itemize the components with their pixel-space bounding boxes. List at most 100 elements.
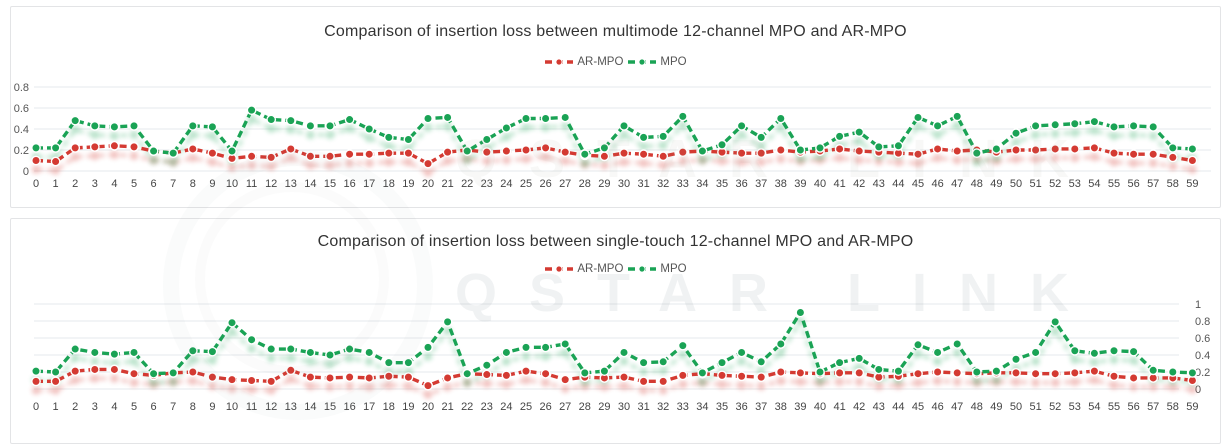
data-point-marker[interactable] bbox=[501, 347, 512, 358]
data-point-marker[interactable] bbox=[227, 374, 237, 385]
data-point-marker[interactable] bbox=[579, 149, 590, 160]
data-point-marker[interactable] bbox=[658, 131, 669, 142]
data-point-marker[interactable] bbox=[227, 317, 237, 328]
data-point-marker[interactable] bbox=[168, 367, 179, 378]
data-point-marker[interactable] bbox=[31, 376, 41, 387]
data-point-marker[interactable] bbox=[403, 134, 414, 145]
data-point-marker[interactable] bbox=[756, 372, 767, 383]
data-point-marker[interactable] bbox=[207, 148, 218, 159]
data-point-marker[interactable] bbox=[619, 148, 629, 159]
data-point-marker[interactable] bbox=[1128, 149, 1139, 160]
data-point-marker[interactable] bbox=[893, 366, 904, 377]
data-point-marker[interactable] bbox=[638, 149, 649, 160]
data-point-marker[interactable] bbox=[521, 145, 531, 155]
data-point-marker[interactable] bbox=[1187, 144, 1198, 154]
data-point-marker[interactable] bbox=[462, 368, 473, 379]
data-point-marker[interactable] bbox=[403, 372, 414, 383]
data-point-marker[interactable] bbox=[1109, 148, 1119, 159]
data-point-marker[interactable] bbox=[481, 147, 492, 158]
data-point-marker[interactable] bbox=[599, 366, 610, 377]
data-point-marker[interactable] bbox=[462, 146, 473, 156]
data-point-marker[interactable] bbox=[697, 367, 708, 378]
data-point-marker[interactable] bbox=[540, 342, 551, 353]
data-point-marker[interactable] bbox=[364, 149, 375, 160]
data-point-marker[interactable] bbox=[246, 375, 257, 386]
data-point-marker[interactable] bbox=[736, 371, 747, 382]
data-point-marker[interactable] bbox=[638, 376, 649, 387]
data-point-marker[interactable] bbox=[148, 368, 159, 379]
data-point-marker[interactable] bbox=[129, 368, 139, 379]
data-point-marker[interactable] bbox=[187, 345, 198, 356]
data-point-marker[interactable] bbox=[1089, 116, 1100, 127]
data-point-marker[interactable] bbox=[854, 367, 865, 378]
data-point-marker[interactable] bbox=[913, 149, 923, 160]
data-point-marker[interactable] bbox=[1167, 152, 1178, 163]
data-point-marker[interactable] bbox=[481, 369, 492, 380]
data-point-marker[interactable] bbox=[442, 316, 453, 327]
data-point-marker[interactable] bbox=[834, 131, 845, 142]
data-point-marker[interactable] bbox=[854, 127, 865, 138]
data-point-marker[interactable] bbox=[442, 147, 453, 158]
data-point-marker[interactable] bbox=[501, 123, 512, 133]
data-point-marker[interactable] bbox=[775, 339, 786, 349]
data-point-marker[interactable] bbox=[207, 122, 218, 132]
data-point-marker[interactable] bbox=[971, 148, 982, 159]
data-point-marker[interactable] bbox=[1030, 145, 1041, 155]
data-point-marker[interactable] bbox=[1069, 367, 1080, 378]
data-point-marker[interactable] bbox=[540, 368, 551, 379]
data-point-marker[interactable] bbox=[70, 366, 81, 377]
data-point-marker[interactable] bbox=[1128, 120, 1139, 131]
data-point-marker[interactable] bbox=[1109, 122, 1119, 132]
data-point-marker[interactable] bbox=[736, 120, 747, 131]
data-point-marker[interactable] bbox=[834, 367, 845, 378]
legend-item-ar-mpo[interactable]: AR-MPO bbox=[544, 263, 623, 275]
data-point-marker[interactable] bbox=[1050, 144, 1061, 154]
data-point-marker[interactable] bbox=[717, 370, 727, 381]
data-point-marker[interactable] bbox=[109, 122, 120, 132]
data-point-marker[interactable] bbox=[207, 346, 218, 357]
data-point-marker[interactable] bbox=[795, 307, 806, 318]
data-point-marker[interactable] bbox=[991, 144, 1002, 154]
data-point-marker[interactable] bbox=[31, 155, 41, 166]
data-point-marker[interactable] bbox=[383, 357, 394, 368]
data-point-marker[interactable] bbox=[129, 347, 139, 358]
data-point-marker[interactable] bbox=[677, 147, 688, 158]
data-point-marker[interactable] bbox=[1148, 149, 1159, 160]
data-point-marker[interactable] bbox=[815, 142, 825, 153]
data-point-marker[interactable] bbox=[619, 372, 629, 383]
data-point-marker[interactable] bbox=[325, 120, 335, 131]
data-point-marker[interactable] bbox=[70, 344, 81, 354]
legend-item-ar-mpo[interactable]: AR-MPO bbox=[544, 56, 623, 68]
data-point-marker[interactable] bbox=[246, 105, 257, 116]
data-point-marker[interactable] bbox=[1109, 345, 1119, 356]
data-point-marker[interactable] bbox=[403, 148, 414, 159]
data-point-marker[interactable] bbox=[560, 339, 571, 349]
data-point-marker[interactable] bbox=[736, 347, 747, 358]
data-point-marker[interactable] bbox=[697, 146, 708, 156]
data-point-marker[interactable] bbox=[521, 342, 531, 353]
data-point-marker[interactable] bbox=[364, 347, 375, 358]
data-point-marker[interactable] bbox=[1089, 142, 1100, 153]
data-point-marker[interactable] bbox=[266, 152, 277, 163]
data-point-marker[interactable] bbox=[1109, 371, 1119, 382]
data-point-marker[interactable] bbox=[1187, 367, 1198, 378]
data-point-marker[interactable] bbox=[599, 142, 610, 153]
data-point-marker[interactable] bbox=[285, 344, 296, 354]
data-point-marker[interactable] bbox=[1069, 144, 1080, 154]
data-point-marker[interactable] bbox=[873, 141, 884, 152]
data-point-marker[interactable] bbox=[952, 146, 963, 156]
data-point-marker[interactable] bbox=[501, 146, 512, 156]
data-point-marker[interactable] bbox=[50, 376, 61, 387]
data-point-marker[interactable] bbox=[364, 373, 375, 383]
data-point-marker[interactable] bbox=[305, 151, 316, 162]
data-point-marker[interactable] bbox=[325, 373, 335, 383]
data-point-marker[interactable] bbox=[423, 380, 433, 391]
data-point-marker[interactable] bbox=[1167, 142, 1178, 153]
data-point-marker[interactable] bbox=[305, 120, 316, 131]
data-point-marker[interactable] bbox=[854, 353, 865, 364]
data-point-marker[interactable] bbox=[1011, 354, 1021, 365]
data-point-marker[interactable] bbox=[756, 148, 767, 159]
data-point-marker[interactable] bbox=[383, 371, 394, 382]
data-point-marker[interactable] bbox=[285, 144, 296, 154]
data-point-marker[interactable] bbox=[775, 145, 786, 155]
